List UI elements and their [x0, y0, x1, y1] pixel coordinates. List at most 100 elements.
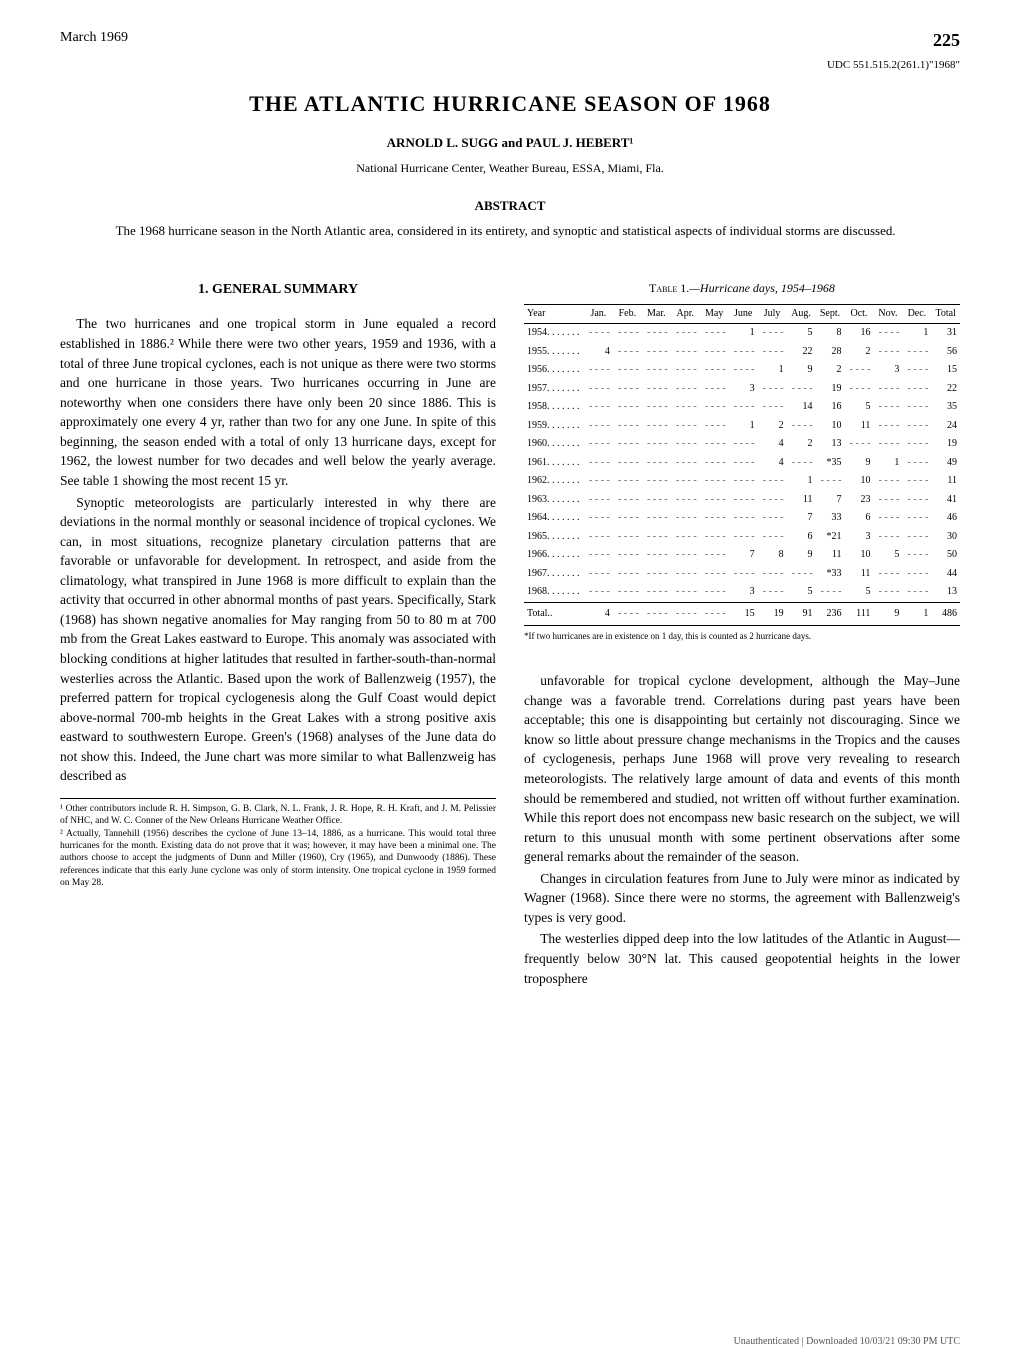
data-cell: - - - - — [671, 324, 700, 343]
data-cell: 6 — [844, 509, 873, 528]
data-cell: - - - - — [902, 361, 931, 380]
data-cell: - - - - — [613, 546, 642, 565]
data-cell: 9 — [787, 546, 816, 565]
data-cell: - - - - — [584, 398, 613, 417]
data-cell: - - - - — [700, 565, 729, 584]
year-cell: 1961. . . . . . . — [524, 454, 584, 473]
data-cell: - - - - — [613, 583, 642, 602]
data-cell: - - - - — [642, 528, 671, 547]
table-row: 1958. . . . . . .- - - -- - - -- - - -- … — [524, 398, 960, 417]
data-cell: 4 — [758, 454, 787, 473]
data-cell: - - - - — [902, 546, 931, 565]
year-cell: 1957. . . . . . . — [524, 380, 584, 399]
data-cell: 1 — [729, 417, 758, 436]
data-cell: - - - - — [902, 491, 931, 510]
data-cell: - - - - — [902, 509, 931, 528]
data-cell: - - - - — [729, 343, 758, 362]
year-cell: 1964. . . . . . . — [524, 509, 584, 528]
data-cell: 19 — [816, 380, 845, 399]
data-cell: - - - - — [787, 454, 816, 473]
data-cell: - - - - — [584, 435, 613, 454]
data-cell: 11 — [844, 565, 873, 584]
data-cell: 30 — [931, 528, 960, 547]
data-cell: 16 — [816, 398, 845, 417]
data-cell: - - - - — [787, 380, 816, 399]
paragraph: The two hurricanes and one tropical stor… — [60, 314, 496, 490]
data-cell: - - - - — [758, 324, 787, 343]
data-cell: - - - - — [729, 435, 758, 454]
table-row: 1955. . . . . . .4- - - -- - - -- - - --… — [524, 343, 960, 362]
data-cell: 44 — [931, 565, 960, 584]
data-cell: - - - - — [642, 417, 671, 436]
data-cell: - - - - — [671, 398, 700, 417]
data-cell: - - - - — [642, 324, 671, 343]
data-cell: - - - - — [844, 380, 873, 399]
data-cell: 23 — [844, 491, 873, 510]
year-cell: 1967. . . . . . . — [524, 565, 584, 584]
data-cell: 11 — [816, 546, 845, 565]
data-cell: - - - - — [729, 509, 758, 528]
data-cell: - - - - — [584, 491, 613, 510]
data-cell: 1 — [787, 472, 816, 491]
data-cell: 16 — [844, 324, 873, 343]
table-header-cell: Sept. — [816, 304, 845, 324]
year-cell: 1960. . . . . . . — [524, 435, 584, 454]
table-header-cell: Nov. — [873, 304, 902, 324]
data-cell: - - - - — [613, 509, 642, 528]
total-cell: 1 — [902, 602, 931, 626]
hurricane-days-table: YearJan.Feb.Mar.Apr.MayJuneJulyAug.Sept.… — [524, 304, 960, 627]
data-cell: - - - - — [700, 343, 729, 362]
data-cell: - - - - — [758, 491, 787, 510]
data-cell: - - - - — [729, 398, 758, 417]
data-cell: - - - - — [758, 380, 787, 399]
table-row: 1962. . . . . . .- - - -- - - -- - - -- … — [524, 472, 960, 491]
data-cell: - - - - — [902, 380, 931, 399]
data-cell: - - - - — [584, 324, 613, 343]
table-row: 1954. . . . . . .- - - -- - - -- - - -- … — [524, 324, 960, 343]
data-cell: - - - - — [787, 417, 816, 436]
data-cell: - - - - — [613, 380, 642, 399]
table-row: 1966. . . . . . .- - - -- - - -- - - -- … — [524, 546, 960, 565]
data-cell: - - - - — [902, 398, 931, 417]
data-cell: - - - - — [584, 583, 613, 602]
data-cell: - - - - — [671, 509, 700, 528]
table-header-cell: Dec. — [902, 304, 931, 324]
data-cell: 11 — [931, 472, 960, 491]
data-cell: - - - - — [700, 472, 729, 491]
table-header-cell: Feb. — [613, 304, 642, 324]
data-cell: 13 — [931, 583, 960, 602]
paragraph: Synoptic meteorologists are particularly… — [60, 493, 496, 786]
data-cell: - - - - — [671, 491, 700, 510]
data-cell: - - - - — [902, 472, 931, 491]
total-cell: 486 — [931, 602, 960, 626]
abstract-heading: ABSTRACT — [60, 198, 960, 214]
data-cell: 3 — [873, 361, 902, 380]
data-cell: 15 — [931, 361, 960, 380]
data-cell: - - - - — [873, 472, 902, 491]
data-cell: - - - - — [642, 583, 671, 602]
table-header-cell: Oct. — [844, 304, 873, 324]
data-cell: - - - - — [671, 565, 700, 584]
data-cell: - - - - — [873, 398, 902, 417]
table-row: 1967. . . . . . .- - - -- - - -- - - -- … — [524, 565, 960, 584]
paragraph: Changes in circulation features from Jun… — [524, 869, 960, 928]
data-cell: 10 — [816, 417, 845, 436]
data-cell: 35 — [931, 398, 960, 417]
table-row: 1964. . . . . . . - - - - - - - - - - - - - … — [524, 509, 960, 528]
data-cell: 6 — [787, 528, 816, 547]
data-cell: - - - - — [613, 361, 642, 380]
data-cell: - - - - — [700, 361, 729, 380]
year-cell: 1954. . . . . . . — [524, 324, 584, 343]
data-cell: - - - - — [613, 491, 642, 510]
data-cell: 8 — [758, 546, 787, 565]
right-column: Table 1.—Hurricane days, 1954–1968 YearJ… — [524, 280, 960, 990]
data-cell: 4 — [758, 435, 787, 454]
data-cell: - - - - — [902, 435, 931, 454]
data-cell: - - - - — [613, 454, 642, 473]
page-number: 225 — [933, 30, 960, 51]
data-cell: - - - - — [584, 546, 613, 565]
data-cell: - - - - — [613, 435, 642, 454]
footnotes: ¹ Other contributors include R. H. Simps… — [60, 798, 496, 889]
table-row: 1959. . . . . . .- - - -- - - -- - - -- … — [524, 417, 960, 436]
download-footer: Unauthenticated | Downloaded 10/03/21 09… — [734, 1336, 960, 1347]
